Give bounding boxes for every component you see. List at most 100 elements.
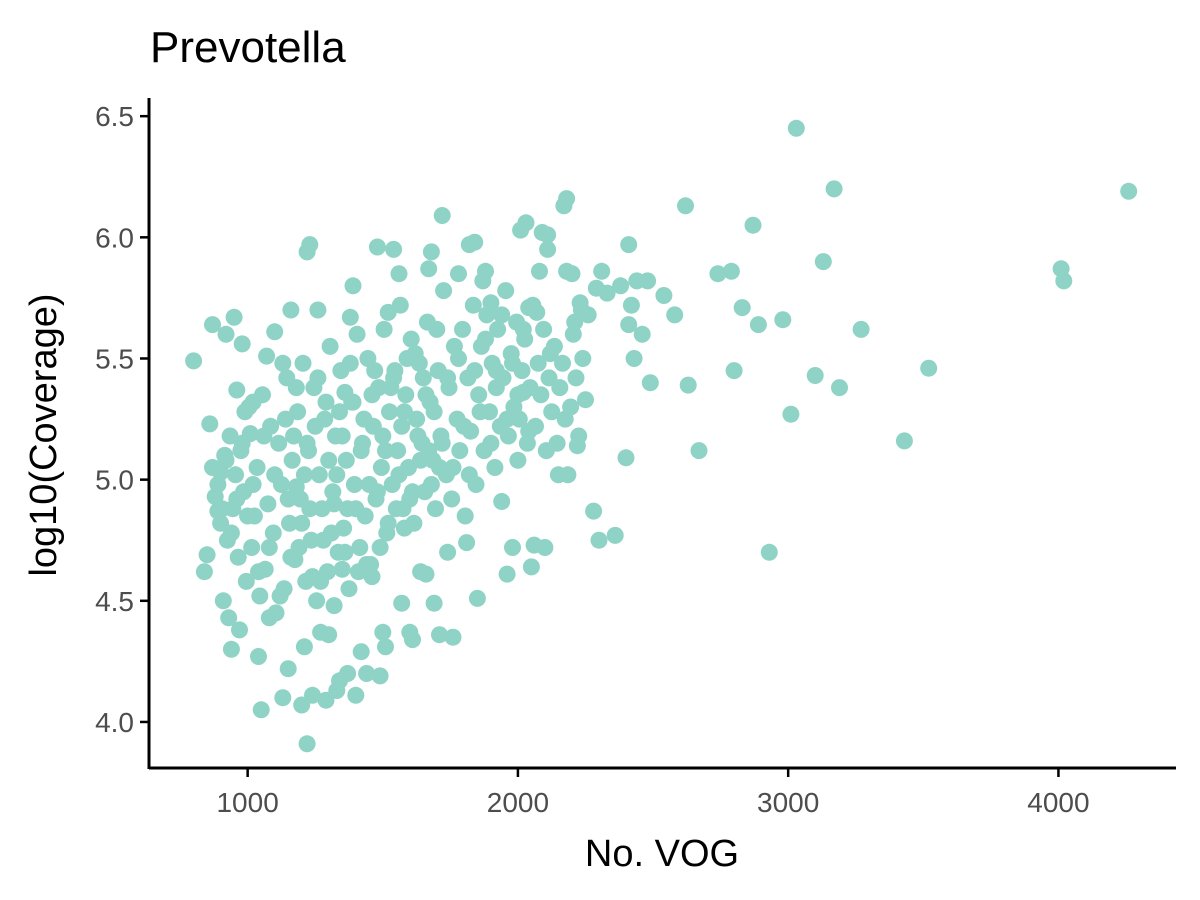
data-point <box>510 410 528 428</box>
data-point <box>227 466 244 484</box>
data-point <box>301 500 319 518</box>
data-point <box>201 415 219 433</box>
data-point <box>212 514 230 532</box>
data-point <box>264 524 282 542</box>
data-point <box>282 301 300 319</box>
data-point <box>320 626 338 644</box>
y-tick-label: 6.5 <box>95 101 134 132</box>
data-point <box>433 207 451 224</box>
data-point <box>564 325 582 343</box>
data-point <box>539 240 557 258</box>
data-point <box>408 410 426 428</box>
data-point <box>749 316 767 334</box>
data-point <box>443 490 461 508</box>
data-point <box>439 543 457 561</box>
data-point <box>535 320 553 338</box>
data-point <box>389 442 407 460</box>
points-layer <box>185 119 1138 753</box>
data-point <box>231 621 248 639</box>
data-point <box>460 466 478 484</box>
data-point <box>198 546 216 564</box>
data-point <box>572 301 590 319</box>
data-point <box>666 306 684 324</box>
data-point <box>195 563 213 581</box>
data-point <box>331 403 348 421</box>
data-point <box>787 119 805 137</box>
data-point <box>431 459 448 476</box>
y-axis-title: log10(Coverage) <box>23 293 65 576</box>
data-point <box>352 442 370 460</box>
data-point <box>339 665 357 682</box>
data-point <box>382 379 400 397</box>
data-point <box>336 543 354 561</box>
data-point <box>831 379 848 397</box>
data-point <box>536 539 554 556</box>
data-point <box>478 306 496 324</box>
data-point <box>214 592 232 610</box>
data-point <box>204 316 221 334</box>
data-point <box>351 539 369 556</box>
data-point <box>417 386 435 404</box>
data-point <box>281 514 298 532</box>
data-point <box>391 296 409 314</box>
data-point <box>404 631 421 649</box>
data-point <box>570 427 588 445</box>
data-point <box>455 417 473 435</box>
data-point <box>250 563 267 581</box>
data-point <box>237 572 255 590</box>
data-point <box>347 686 365 704</box>
data-point <box>248 459 266 476</box>
data-point <box>266 323 284 341</box>
data-point <box>279 490 297 508</box>
data-point <box>306 417 324 435</box>
data-point <box>228 381 246 399</box>
x-tick-label: 4000 <box>1027 787 1089 818</box>
data-point <box>397 386 415 404</box>
x-tick-label: 1000 <box>216 787 278 818</box>
data-point <box>404 483 421 501</box>
y-tick-label: 5.5 <box>95 343 134 374</box>
data-point <box>204 459 221 476</box>
data-point <box>321 337 339 355</box>
data-point <box>517 214 535 232</box>
data-point <box>252 701 270 719</box>
data-point <box>450 265 467 283</box>
data-point <box>806 367 824 384</box>
data-point <box>825 180 843 198</box>
data-point <box>341 354 359 372</box>
data-point <box>251 587 269 605</box>
data-point <box>293 514 311 532</box>
data-point <box>377 442 394 460</box>
data-point <box>298 735 316 753</box>
data-point <box>427 500 444 518</box>
data-point <box>301 236 319 254</box>
data-point <box>270 434 288 452</box>
data-point <box>641 374 659 392</box>
data-point <box>405 514 423 532</box>
data-point <box>690 442 708 460</box>
data-point <box>271 587 289 605</box>
data-point <box>422 476 440 493</box>
data-point <box>217 325 235 343</box>
data-point <box>471 403 489 421</box>
data-point <box>259 495 277 513</box>
data-point <box>425 594 443 612</box>
data-point <box>548 434 566 452</box>
data-point <box>456 507 474 525</box>
data-point <box>266 466 284 484</box>
data-point <box>499 427 517 445</box>
data-point <box>620 316 638 334</box>
data-point <box>482 434 500 452</box>
y-tick-label: 6.0 <box>95 222 134 253</box>
data-point <box>454 320 471 338</box>
data-point <box>366 362 384 380</box>
data-point <box>274 689 292 707</box>
data-point <box>514 320 532 338</box>
data-point <box>185 352 203 370</box>
data-point <box>422 243 440 261</box>
data-point <box>371 539 389 556</box>
data-point <box>466 362 484 380</box>
data-point <box>393 417 411 435</box>
data-point <box>285 427 303 445</box>
